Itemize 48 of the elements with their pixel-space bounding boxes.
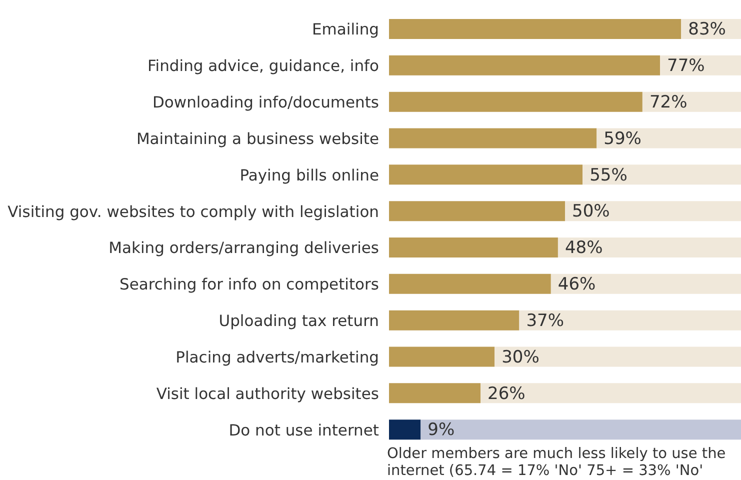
bar bbox=[519, 310, 741, 330]
bar bbox=[389, 274, 551, 294]
y-tick-label: Visiting gov. websites to comply with legislation bbox=[8, 202, 379, 221]
bar bbox=[420, 420, 741, 440]
y-tick-label: Making orders/arranging deliveries bbox=[108, 239, 379, 258]
data-label: 30% bbox=[502, 347, 540, 368]
y-tick-label: Uploading tax return bbox=[218, 312, 379, 330]
bar bbox=[389, 19, 682, 40]
bar bbox=[389, 238, 558, 258]
data-label: 83% bbox=[688, 20, 726, 40]
bar bbox=[558, 238, 741, 258]
bar bbox=[494, 346, 741, 367]
data-label: 26% bbox=[488, 384, 526, 404]
data-label: 50% bbox=[572, 202, 610, 222]
bar bbox=[660, 55, 741, 76]
bar bbox=[480, 383, 741, 404]
data-label: 48% bbox=[564, 238, 603, 258]
bar bbox=[550, 274, 741, 294]
bar bbox=[389, 310, 520, 330]
y-tick-label: Placing adverts/marketing bbox=[176, 348, 379, 366]
data-label: 46% bbox=[558, 274, 596, 295]
bar bbox=[389, 55, 660, 76]
bar bbox=[389, 92, 642, 112]
bar bbox=[389, 346, 495, 367]
data-label: 55% bbox=[590, 165, 628, 186]
bar bbox=[642, 92, 741, 112]
y-tick-label: Do not use internet bbox=[228, 421, 379, 440]
bar bbox=[389, 128, 597, 148]
annotation: Older members are much less likely to use the internet (65.74 = 17% 'No' 75+ = 33% 'No' bbox=[387, 446, 727, 480]
data-label: 77% bbox=[667, 56, 705, 76]
y-tick-label: Paying bills online bbox=[240, 166, 379, 184]
bar bbox=[596, 128, 741, 148]
y-tick-label: Emailing bbox=[312, 20, 379, 39]
y-tick-label: Downloading info/documents bbox=[152, 94, 379, 112]
data-label: 59% bbox=[604, 128, 642, 149]
bar bbox=[389, 383, 481, 404]
bar bbox=[389, 420, 421, 440]
bar bbox=[565, 201, 741, 222]
y-tick-label: Searching for info on competitors bbox=[120, 276, 379, 294]
bar bbox=[582, 164, 741, 185]
y-tick-label: Maintaining a business website bbox=[136, 130, 379, 148]
data-label: 37% bbox=[526, 310, 564, 331]
y-tick-label: Finding advice, guidance, info bbox=[148, 57, 379, 76]
bar bbox=[389, 164, 583, 185]
data-label: 72% bbox=[649, 92, 688, 112]
bar bbox=[389, 201, 565, 222]
y-tick-label: Visit local authority websites bbox=[156, 384, 379, 403]
data-label: 9% bbox=[428, 420, 455, 440]
